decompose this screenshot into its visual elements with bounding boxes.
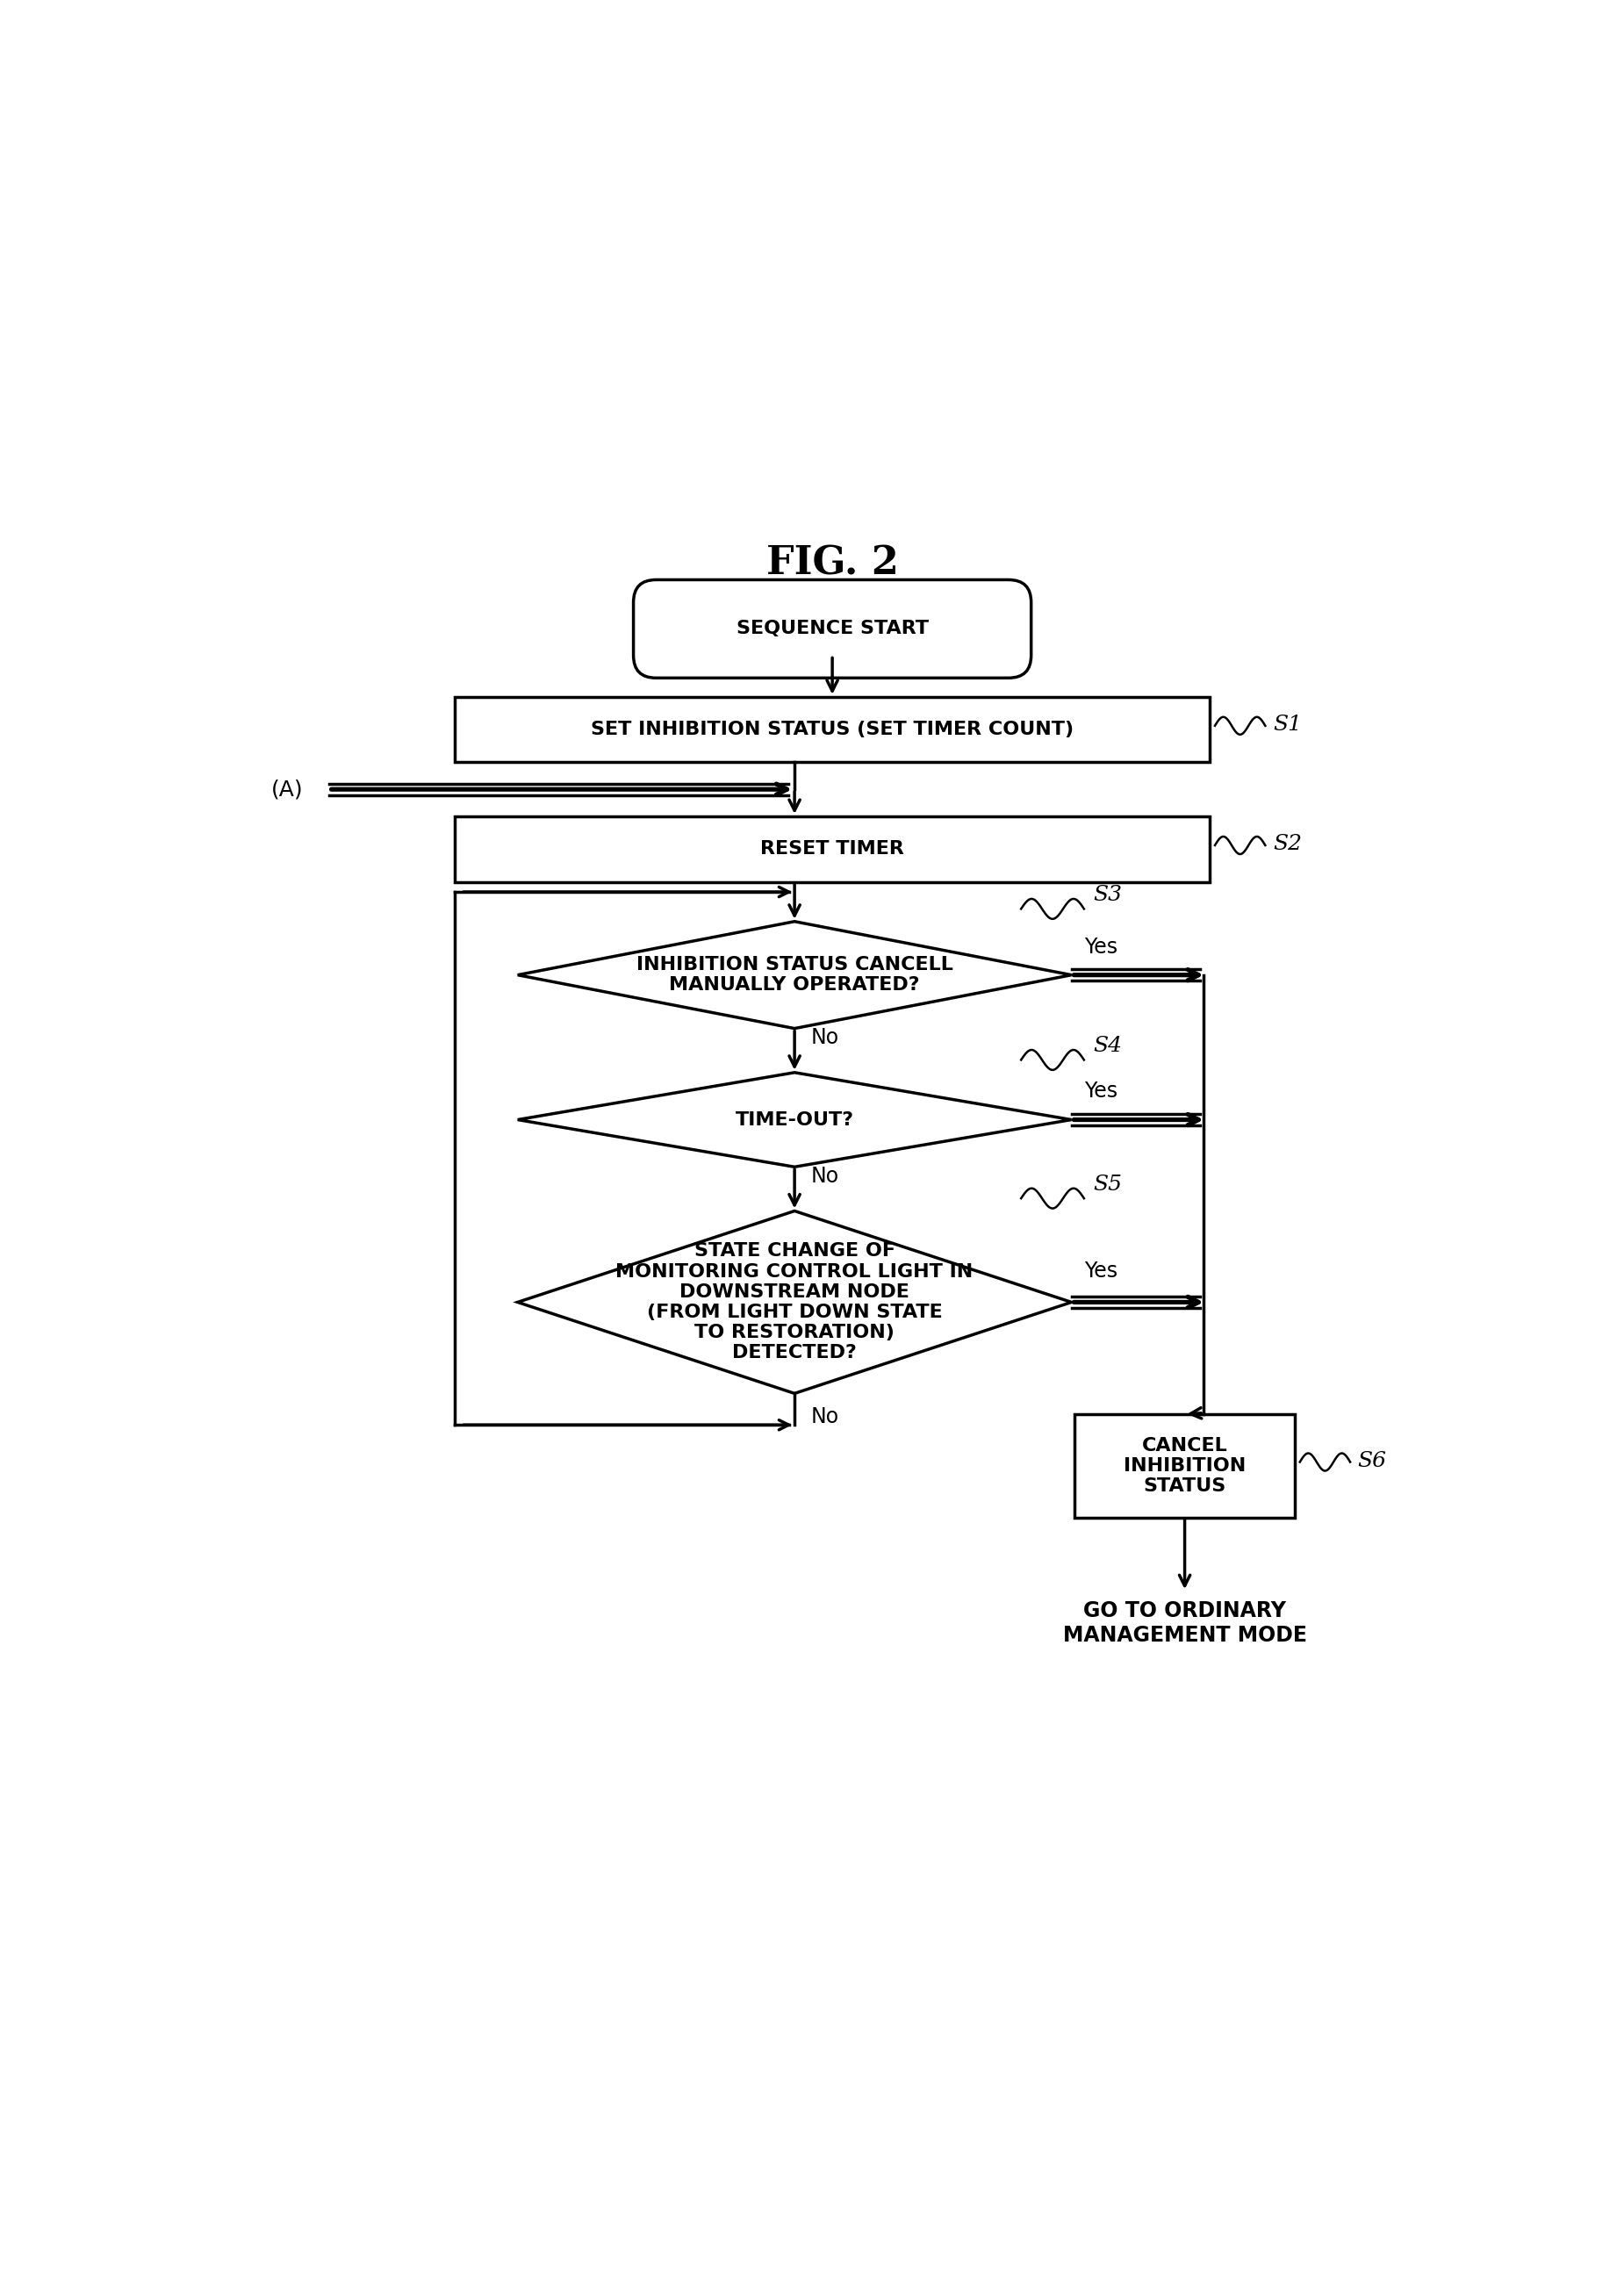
Polygon shape — [518, 1073, 1072, 1167]
Text: INHIBITION STATUS CANCELL
MANUALLY OPERATED?: INHIBITION STATUS CANCELL MANUALLY OPERA… — [637, 956, 953, 995]
Polygon shape — [518, 1210, 1072, 1394]
Polygon shape — [518, 921, 1072, 1029]
Text: SET INHIBITION STATUS (SET TIMER COUNT): SET INHIBITION STATUS (SET TIMER COUNT) — [591, 720, 1073, 738]
Text: Yes: Yes — [1085, 1082, 1117, 1102]
Text: S1: S1 — [1273, 715, 1302, 736]
Text: S6: S6 — [1358, 1451, 1387, 1471]
Bar — [455, 816, 1210, 882]
Bar — [455, 697, 1210, 763]
Text: SEQUENCE START: SEQUENCE START — [736, 621, 929, 637]
Text: S5: S5 — [1093, 1174, 1122, 1194]
Text: S2: S2 — [1273, 834, 1302, 855]
Text: CANCEL
INHIBITION
STATUS: CANCEL INHIBITION STATUS — [1124, 1437, 1246, 1494]
Text: RESET TIMER: RESET TIMER — [760, 841, 905, 857]
Text: TIME-OUT?: TIME-OUT? — [736, 1112, 854, 1128]
Text: (A): (A) — [271, 779, 304, 800]
Text: FIG. 2: FIG. 2 — [767, 545, 898, 582]
Bar — [1075, 1414, 1294, 1517]
FancyBboxPatch shape — [633, 580, 1031, 678]
Text: No: No — [810, 1027, 840, 1047]
Text: STATE CHANGE OF
MONITORING CONTROL LIGHT IN
DOWNSTREAM NODE
(FROM LIGHT DOWN STA: STATE CHANGE OF MONITORING CONTROL LIGHT… — [615, 1242, 973, 1361]
Text: S3: S3 — [1093, 885, 1122, 905]
Text: S4: S4 — [1093, 1036, 1122, 1057]
Text: Yes: Yes — [1085, 1261, 1117, 1281]
Text: No: No — [810, 1405, 840, 1428]
Text: Yes: Yes — [1085, 935, 1117, 958]
Text: GO TO ORDINARY
MANAGEMENT MODE: GO TO ORDINARY MANAGEMENT MODE — [1062, 1600, 1307, 1646]
Text: No: No — [810, 1167, 840, 1187]
